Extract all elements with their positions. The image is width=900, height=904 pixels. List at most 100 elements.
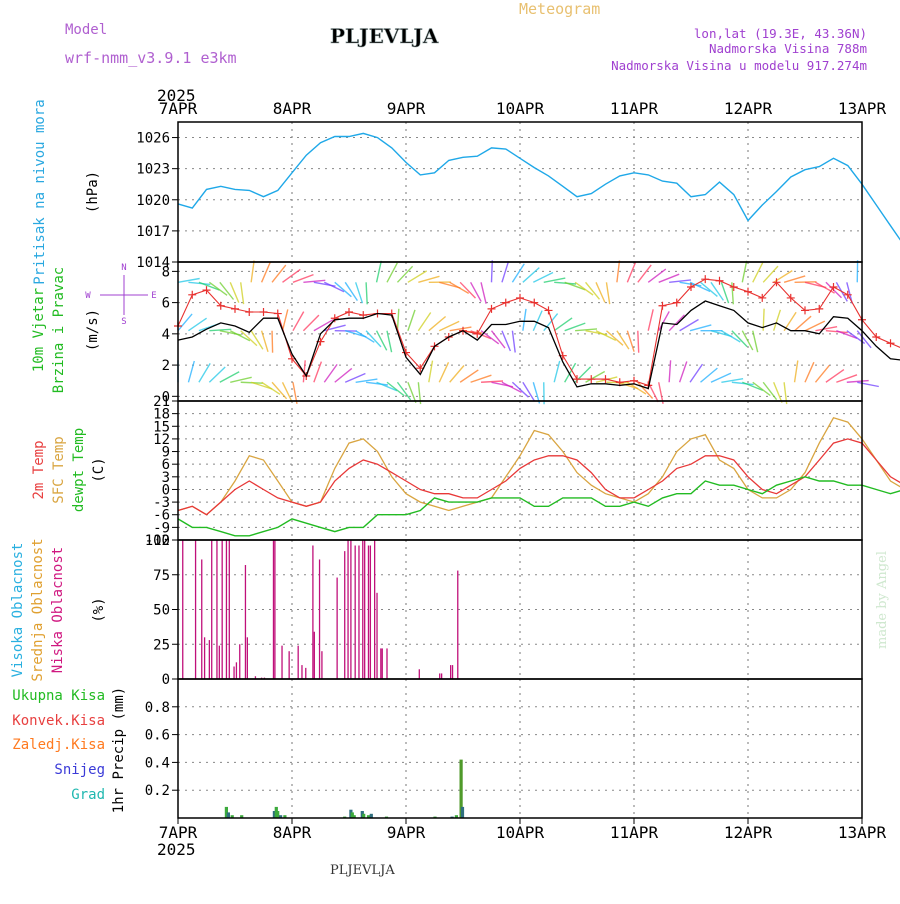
wind-gust-marker [274, 310, 282, 318]
wind-arrow [523, 382, 535, 401]
wind-arrow [272, 331, 273, 353]
precip-label-total: Ukupna Kisa [12, 688, 105, 704]
x-day-label-bottom: 13APR [838, 823, 887, 842]
wind-arrow [481, 282, 486, 303]
y-tick-label: 1023 [136, 162, 170, 178]
wind-gust-marker [659, 302, 667, 310]
wind-arrow [418, 313, 430, 331]
x-day-label-top: 8APR [273, 99, 312, 118]
wind-arrow [763, 266, 778, 282]
wind-arrow [251, 331, 263, 350]
precip-bar [276, 811, 279, 818]
compass-w: W [85, 291, 91, 301]
wind-arrow [418, 276, 439, 282]
wind-gust-marker [488, 305, 496, 313]
wind-arrow [753, 331, 758, 352]
compass-s: S [121, 317, 126, 327]
wind-gust-marker [887, 339, 895, 347]
sfc-side-label: SFC Temp [51, 436, 67, 503]
low-cloud-label: Niska Oblacnost [50, 547, 66, 673]
high-cloud-label: Visoka Oblacnost [10, 543, 26, 678]
y-tick-label: 4 [162, 327, 170, 343]
cloud-unit: (%) [91, 597, 107, 622]
x-day-label-top: 7APR [159, 99, 198, 118]
wind-arrow [753, 263, 763, 283]
wind-gust-line [178, 278, 900, 386]
x-day-label-bottom: 11APR [610, 823, 659, 842]
y-tick-label: 2 [162, 358, 170, 374]
precip-label-graupel: Grad [71, 787, 105, 803]
plot-area: 1014101710201023102602468-12-9-6-3036912… [136, 99, 900, 842]
wind-unit: (m/s) [85, 309, 101, 351]
y-tick-label: 0 [162, 672, 170, 688]
wind-arrow [502, 331, 510, 351]
wind-arrow [815, 365, 829, 382]
credit-text: made by Angel [875, 551, 890, 649]
precip-label-snow: Snijeg [54, 762, 105, 778]
wind-gust-marker [188, 291, 196, 299]
precip-bar [227, 812, 230, 818]
x-day-label-top: 10APR [496, 99, 545, 118]
wind-arrow [377, 261, 382, 283]
precip-bar [461, 807, 464, 818]
wind-gust-marker [345, 308, 353, 316]
wind-arrow [293, 312, 304, 331]
panel-frame [178, 679, 862, 818]
wind-arrow [606, 282, 609, 304]
wind-gust-marker [744, 288, 752, 296]
wind-arrow [711, 282, 723, 300]
wind-arrow [554, 361, 560, 382]
wind-gust-marker [545, 306, 553, 314]
sfc-temp-line [178, 405, 900, 515]
wind-arrow [366, 282, 367, 304]
wind-arrow [345, 282, 357, 300]
y-tick-label: 1020 [136, 193, 170, 209]
pressure-side-label: Pritisak na nivou mora [32, 99, 48, 284]
y-tick-label: 25 [153, 637, 170, 653]
compass-n: N [121, 263, 126, 273]
y-tick-label: 6 [162, 296, 170, 312]
panel-frame [178, 262, 862, 401]
temp-unit: (C) [91, 457, 107, 482]
dewpt-line [178, 468, 900, 535]
wind-arrow [335, 282, 352, 296]
wind-arrow [742, 382, 763, 390]
wind-arrow [533, 311, 542, 331]
dewpt-side-label: dewpt Temp [71, 428, 87, 512]
wind-arrow [283, 382, 293, 402]
model-label: Model [65, 22, 107, 38]
wind-arrow [283, 309, 288, 330]
wind-arrow [230, 282, 239, 302]
wind-arrow [230, 377, 251, 382]
pressure-unit: (hPa) [85, 171, 101, 213]
wind-arrow [439, 362, 448, 382]
wind-gust-marker [730, 283, 738, 291]
elevation-info: Nadmorska Visina 788m [709, 41, 867, 56]
x-day-label-bottom: 9APR [387, 823, 426, 842]
wind-arrow [262, 262, 271, 282]
wind-arrow [638, 265, 651, 282]
wind-arrow [774, 382, 782, 402]
wind-arrow [784, 276, 805, 282]
wind-arrow [408, 310, 415, 331]
wind-arrow [669, 360, 670, 382]
wind-side-label-1: 10m Vjetar [31, 288, 47, 372]
wind-arrow [795, 361, 798, 383]
station-title: PLJEVLJA [330, 24, 439, 48]
y-tick-label: 1017 [136, 224, 170, 240]
temp2m-side-label: 2m Temp [31, 440, 47, 499]
wind-gust-marker [260, 308, 268, 316]
wind-arrow [408, 382, 416, 403]
wind-arrow [387, 263, 397, 282]
wind-arrow [272, 265, 286, 282]
wind-arrow [450, 366, 464, 383]
wind-arrow [669, 315, 684, 331]
lonlat-info: lon,lat (19.3E, 43.36N) [694, 26, 867, 41]
wind-arrow [377, 382, 397, 390]
wind-arrow [732, 282, 733, 304]
chart-kind: Meteogram [519, 0, 600, 18]
wind-arrow [188, 361, 194, 382]
wind-gust-marker [245, 308, 253, 316]
